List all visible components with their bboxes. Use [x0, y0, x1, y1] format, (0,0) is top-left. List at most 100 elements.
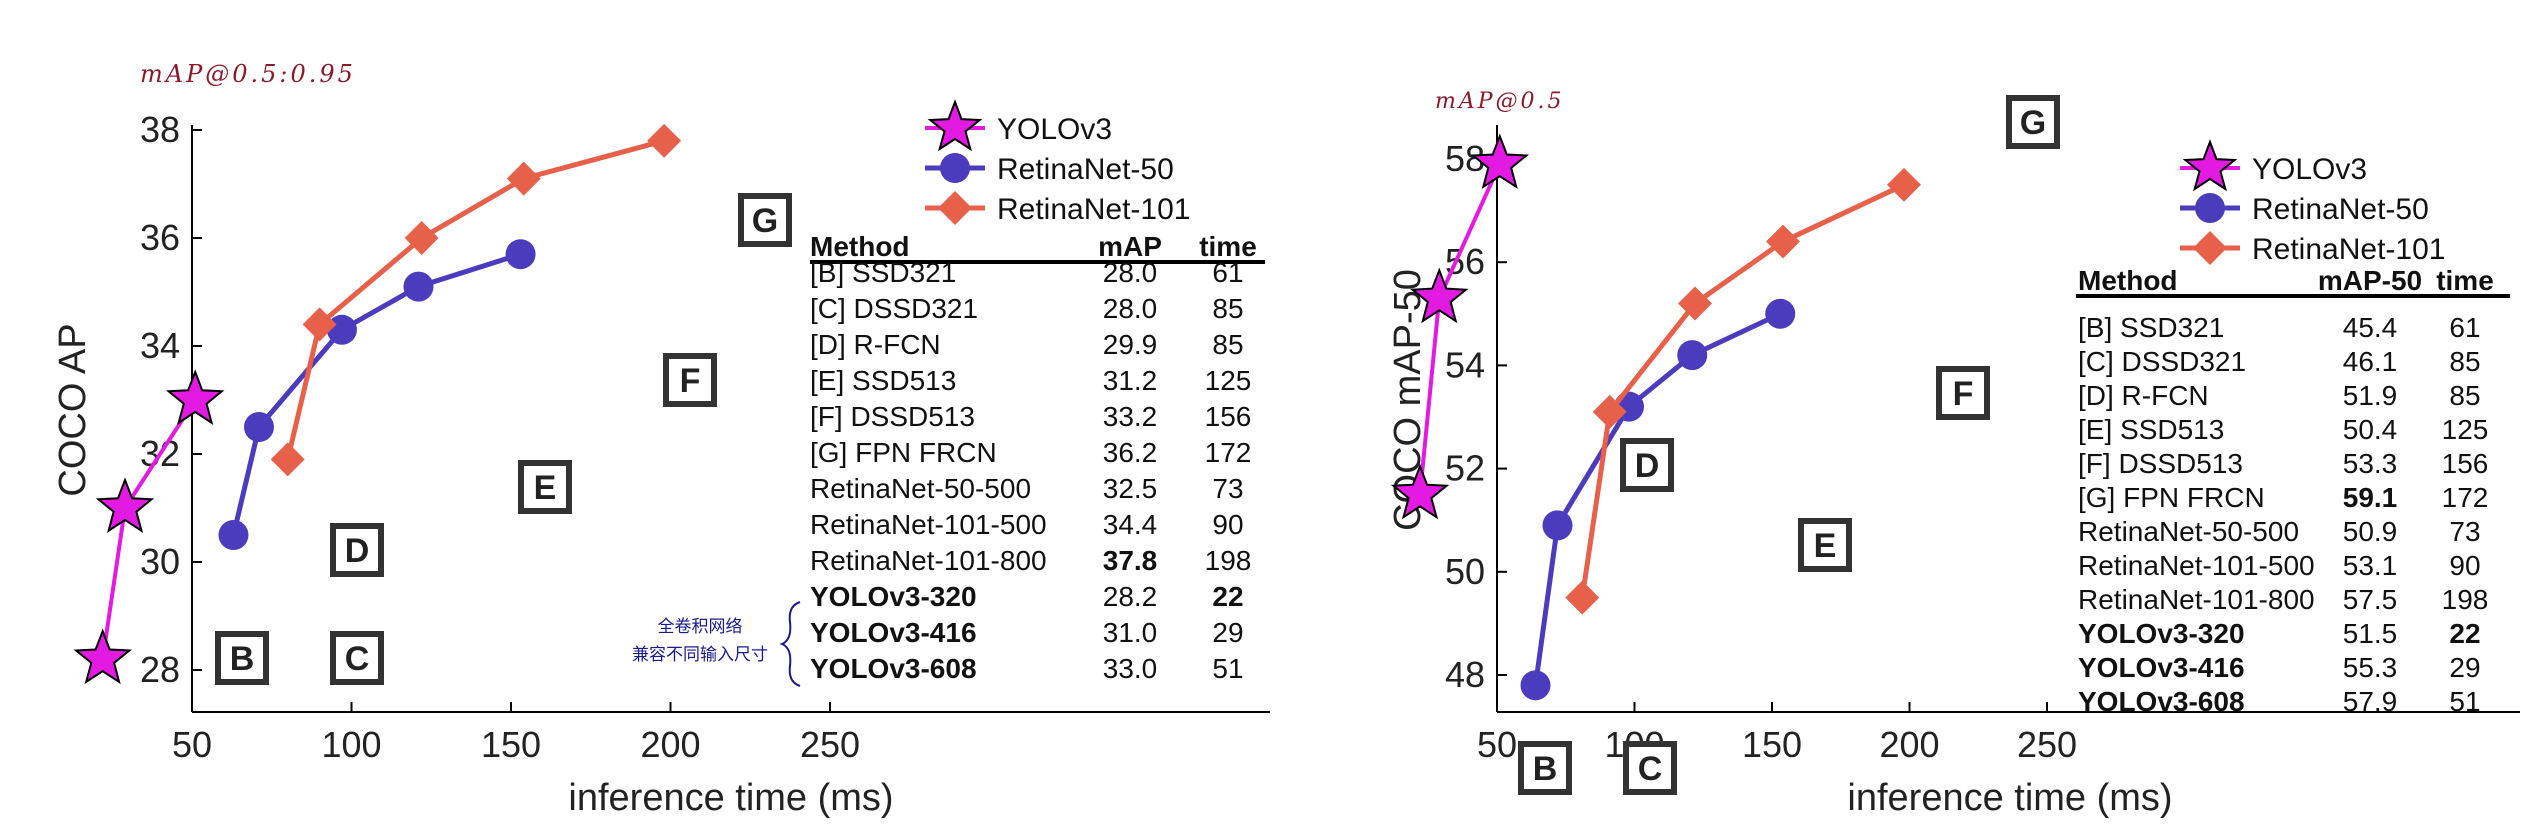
x-tick-label: 50: [1477, 724, 1517, 765]
table-cell-time: 172: [1205, 437, 1252, 468]
boxed-marker-c: C: [1623, 741, 1677, 795]
svg-text:C: C: [345, 640, 370, 678]
table-cell-method: [C] DSSD321: [810, 293, 978, 324]
table-cell-time: 51: [2449, 686, 2480, 717]
boxed-marker-g: G: [738, 193, 792, 247]
table-cell-time: 90: [1212, 509, 1243, 540]
table-header-time: time: [1199, 231, 1257, 262]
legend: YOLOv3 RetinaNet-50 RetinaNet-101: [925, 99, 1190, 226]
table-cell-time: 172: [2442, 482, 2489, 513]
legend: YOLOv3 RetinaNet-50 RetinaNet-101: [2180, 139, 2445, 266]
y-tick-label: 52: [1445, 448, 1485, 489]
table-cell-time: 51: [1212, 653, 1243, 684]
svg-text:B: B: [230, 640, 255, 678]
methods-table: Method mAP-50 time[B] SSD321 45.4 61[C] DSSD…: [2076, 265, 2510, 717]
table-cell-method: RetinaNet-101-800: [810, 545, 1047, 576]
table-cell-time: 125: [2442, 414, 2489, 445]
data-point-diamond: [1592, 394, 1627, 429]
table-row: RetinaNet-101-800 57.5 198: [2078, 584, 2488, 615]
legend-label: YOLOv3: [997, 113, 1112, 146]
table-row: YOLOv3-416 31.0 29: [810, 617, 1244, 648]
table-cell-method: RetinaNet-50-500: [810, 473, 1031, 504]
table-cell-method: RetinaNet-101-800: [2078, 584, 2315, 615]
data-point-diamond: [302, 307, 337, 342]
table-cell-time: 85: [2449, 380, 2480, 411]
series-line: [1533, 311, 1782, 686]
table-cell-method: YOLOv3-416: [810, 617, 977, 648]
table-row: RetinaNet-101-800 37.8 198: [810, 545, 1251, 576]
table-cell-time: 85: [1212, 293, 1243, 324]
methods-table: Method mAP time [B] SSD321 28.0 61 [C] DSSD321…: [810, 231, 1265, 684]
data-point-circle: [1765, 298, 1796, 329]
boxed-marker-c: C: [330, 631, 384, 685]
x-tick-label: 100: [321, 724, 381, 765]
table-row: [F] DSSD513 53.3 156: [2078, 448, 2488, 479]
table-cell-time: 198: [1205, 545, 1252, 576]
y-tick-label: 30: [140, 541, 180, 582]
table-cell-metric: 53.3: [2343, 448, 2398, 479]
x-tick-label: 200: [640, 724, 700, 765]
series-retinanet-50: [1520, 298, 1796, 701]
data-point-diamond: [1887, 167, 1921, 202]
table-row: [B] SSD321 45.4 61: [2078, 312, 2481, 343]
x-axis-title: inference time (ms): [568, 777, 893, 819]
boxed-marker-e: E: [1798, 518, 1852, 572]
table-row: YOLOv3-320 28.2 22: [810, 581, 1244, 612]
boxed-marker-d: D: [1620, 438, 1674, 492]
x-tick-label: 250: [800, 724, 860, 765]
data-point-diamond: [270, 442, 305, 477]
svg-text:兼容不同输入尺寸: 兼容不同输入尺寸: [632, 645, 768, 665]
boxed-marker-b: B: [1518, 741, 1572, 795]
data-point-circle: [243, 412, 274, 442]
series-retinanet-50: [218, 239, 536, 550]
legend-label: RetinaNet-50: [2252, 193, 2429, 226]
table-row: [C] DSSD321 46.1 85: [2078, 346, 2481, 377]
handwritten-metric-note: mAP@0.5: [1435, 89, 1565, 114]
table-cell-method: [C] DSSD321: [2078, 346, 2246, 377]
data-point-circle: [505, 239, 536, 270]
data-point-star: [73, 628, 132, 685]
table-cell-time: 22: [1212, 581, 1243, 612]
svg-text:E: E: [534, 469, 557, 507]
svg-text:D: D: [345, 532, 370, 570]
boxed-marker-f: F: [1936, 366, 1990, 420]
legend-circle-icon: [2195, 193, 2225, 223]
y-tick-label: 50: [1445, 551, 1485, 592]
table-cell-metric: 46.1: [2343, 346, 2398, 377]
table-row: [F] DSSD513 33.2 156: [810, 401, 1251, 432]
table-cell-time: 90: [2449, 550, 2480, 581]
table-cell-time: 198: [2442, 584, 2489, 615]
data-point-circle: [1542, 510, 1573, 541]
table-cell-metric: 51.5: [2343, 618, 2398, 649]
y-tick-label: 28: [140, 649, 180, 690]
y-tick-label: 54: [1445, 344, 1485, 385]
table-row: [C] DSSD321 28.0 85: [810, 293, 1244, 324]
table-cell-time: 61: [2449, 312, 2480, 343]
table-cell-method: [F] DSSD513: [810, 401, 975, 432]
table-row: YOLOv3-320 51.5 22: [2078, 618, 2481, 649]
table-cell-time: 73: [2449, 516, 2480, 547]
series-retinanet-101: [270, 123, 682, 477]
y-axis-title: COCO AP: [52, 323, 94, 496]
table-cell-method: YOLOv3-608: [2078, 686, 2245, 717]
table-cell-time: 29: [2449, 652, 2480, 683]
legend-label: RetinaNet-101: [997, 193, 1190, 226]
boxed-marker-f: F: [663, 353, 717, 407]
table-cell-time: 73: [1212, 473, 1243, 504]
x-tick-label: 250: [2017, 724, 2077, 765]
table-row: YOLOv3-608 57.9 51: [2078, 686, 2481, 717]
data-point-circle: [218, 520, 249, 550]
svg-text:全卷积网络: 全卷积网络: [658, 617, 743, 637]
chart-panel-2: 50100150200250485052545658COCO mAP-50inf…: [1387, 89, 2520, 819]
table-header-method: Method: [2078, 265, 2178, 296]
y-tick-label: 48: [1445, 654, 1485, 695]
table-row: [D] R-FCN 51.9 85: [2078, 380, 2481, 411]
table-cell-metric: 36.2: [1103, 437, 1158, 468]
data-point-circle: [1520, 670, 1551, 701]
table-cell-method: [E] SSD513: [2078, 414, 2224, 445]
x-tick-label: 200: [1879, 724, 1939, 765]
series-line: [231, 251, 522, 536]
table-cell-metric: 59.1: [2343, 482, 2398, 513]
table-header-time: time: [2436, 265, 2494, 296]
